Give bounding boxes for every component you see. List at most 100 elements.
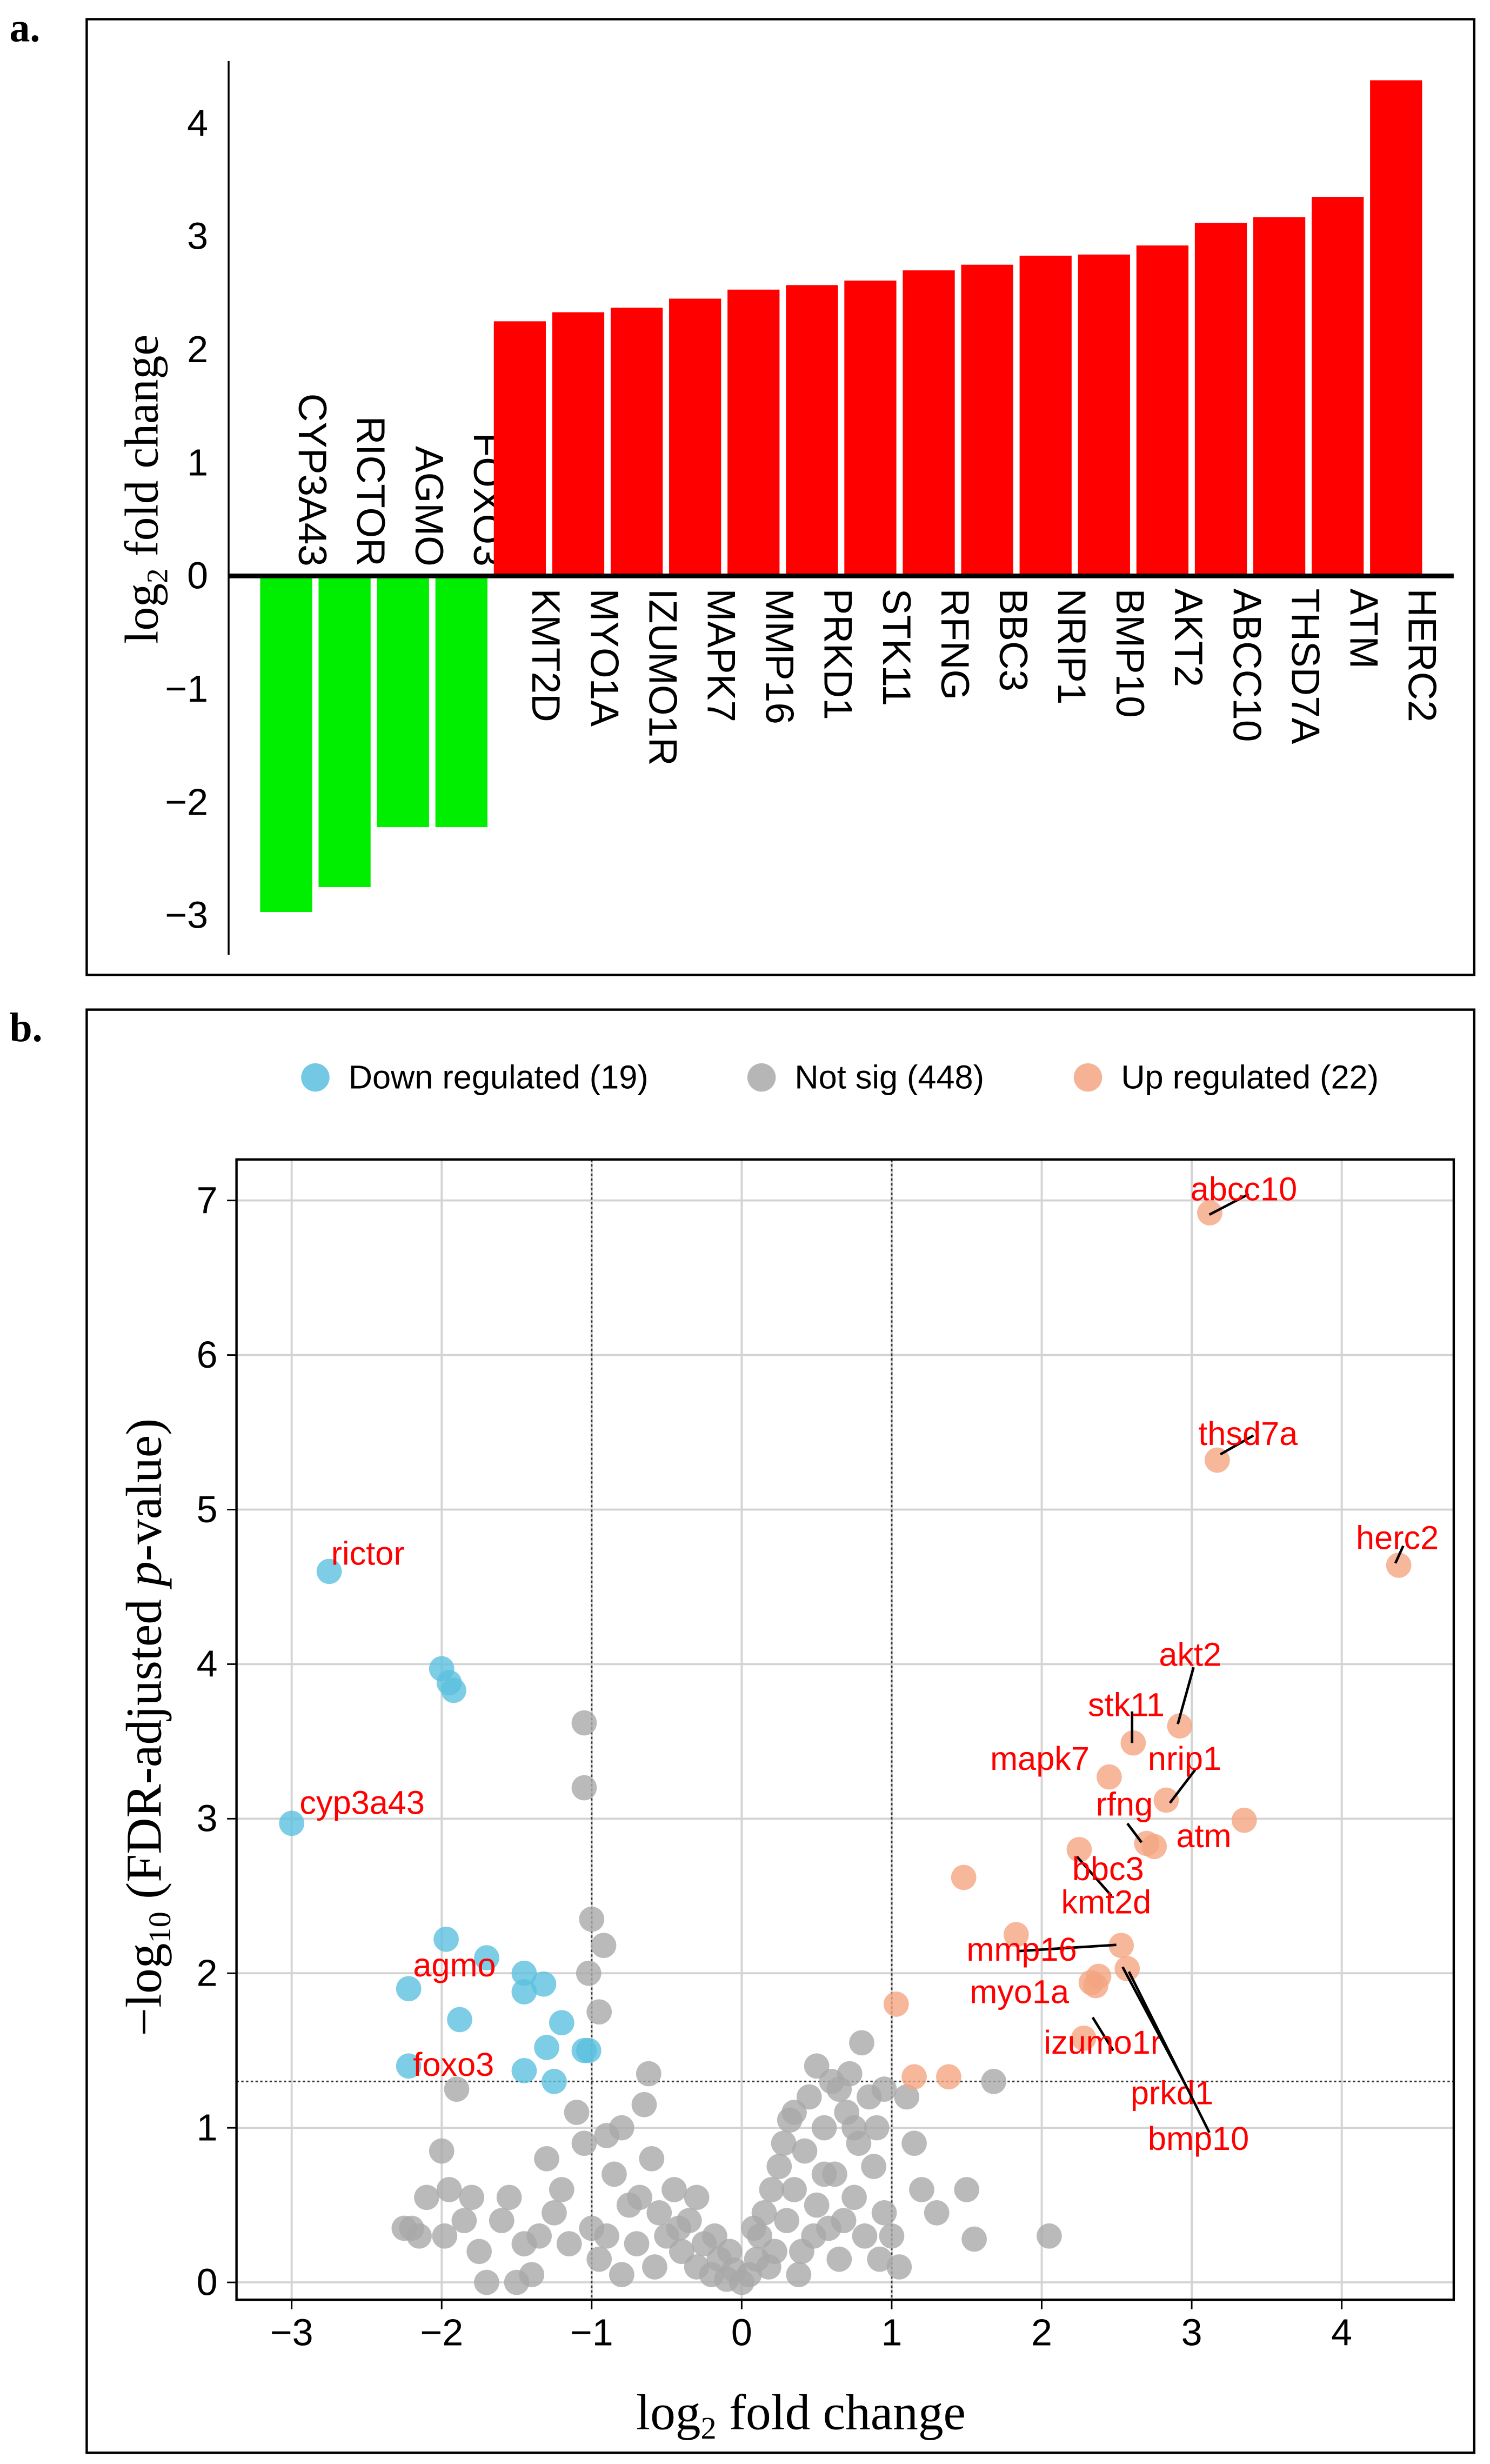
point-not-sig [717, 2239, 743, 2265]
ylabel-post: -value) [117, 1419, 172, 1561]
y-tick-label: 0 [187, 555, 208, 597]
point-up-regulated [951, 1864, 977, 1890]
point-not-sig [466, 2239, 492, 2265]
point-not-sig [811, 2115, 837, 2141]
gene-label-prkd1: prkd1 [1131, 2074, 1213, 2111]
point-up-regulated [1108, 1933, 1134, 1959]
point-not-sig [586, 2246, 612, 2272]
gene-label-mapk7: mapk7 [990, 1740, 1090, 1777]
x-tick-label: 2 [1031, 2312, 1052, 2354]
point-not-sig [646, 2200, 672, 2226]
bar-abcc10 [1194, 223, 1247, 576]
point-not-sig [459, 2185, 485, 2210]
point-not-sig [556, 2231, 582, 2256]
x-tick-label: −3 [270, 2312, 313, 2354]
point-down-regulated [549, 2010, 574, 2036]
y-tick-label: 2 [197, 1952, 218, 1994]
point-not-sig [871, 2200, 897, 2226]
label-leader-line [1126, 1822, 1143, 1843]
label-leader-line [1219, 1434, 1254, 1456]
point-down-regulated [396, 2053, 422, 2079]
category-label: IZUMO1R [640, 589, 684, 766]
point-not-sig [924, 2200, 950, 2226]
point-not-sig [666, 2215, 692, 2241]
point-down-regulated [447, 2007, 472, 2033]
point-not-sig [864, 2115, 890, 2141]
point-not-sig [586, 1999, 612, 2025]
bar-mapk7 [669, 298, 721, 576]
category-label: ATM [1342, 589, 1386, 669]
y-tick-label: −3 [165, 894, 208, 936]
point-not-sig [662, 2177, 687, 2202]
legend-marker [1073, 1063, 1103, 1092]
category-label: MAPK7 [699, 589, 743, 722]
point-down-regulated [279, 1810, 305, 1836]
gene-label-thsd7a: thsd7a [1198, 1415, 1298, 1452]
category-label: NRIP1 [1050, 589, 1093, 705]
point-not-sig [436, 2177, 462, 2202]
point-not-sig [429, 2138, 455, 2164]
point-not-sig [549, 2177, 574, 2202]
label-leader-line [1168, 1769, 1197, 1804]
bar-stk11 [844, 280, 897, 576]
legend-marker [301, 1063, 330, 1092]
label-leader-line [1075, 1855, 1113, 1897]
point-down-regulated [531, 1971, 557, 1997]
point-not-sig [504, 2269, 530, 2295]
panel-a-frame [85, 18, 1476, 976]
gene-label-bmp10: bmp10 [1148, 2120, 1249, 2157]
point-down-regulated [316, 1559, 342, 1584]
point-not-sig [631, 2092, 657, 2117]
category-label: ABCC10 [1225, 589, 1268, 742]
bar-akt2 [1136, 245, 1189, 576]
point-up-regulated [1141, 1834, 1167, 1860]
gene-label-akt2: akt2 [1159, 1636, 1221, 1673]
y-tick-label: 4 [187, 102, 208, 144]
ylabel-sub: 10 [142, 1912, 177, 1943]
gene-label-mmp16: mmp16 [966, 1931, 1077, 1968]
point-not-sig [534, 2146, 559, 2172]
point-down-regulated [511, 1960, 537, 1986]
point-not-sig [961, 2226, 987, 2252]
point-not-sig [639, 2146, 665, 2172]
point-not-sig [702, 2223, 727, 2249]
gene-label-cyp3a43: cyp3a43 [299, 1784, 425, 1821]
point-down-regulated [534, 2035, 559, 2060]
point-not-sig [786, 2262, 812, 2288]
bar-bbc3 [961, 264, 1013, 576]
gene-label-herc2: herc2 [1356, 1519, 1439, 1556]
ylabel-italic: p [117, 1561, 172, 1590]
ylabel-sub: 2 [141, 568, 173, 583]
label-leader-line [1394, 1545, 1405, 1564]
y-tick-label: 1 [187, 441, 208, 483]
y-tick-label: 7 [197, 1179, 218, 1221]
point-not-sig [642, 2254, 667, 2280]
point-down-regulated [433, 1926, 459, 1952]
point-not-sig [526, 2223, 552, 2249]
xlabel-rest: fold change [717, 2385, 966, 2440]
gene-label-rfng: rfng [1096, 1786, 1153, 1822]
point-up-regulated [1153, 1787, 1179, 1813]
gene-label-abcc10: abcc10 [1191, 1171, 1298, 1208]
gene-label-stk11: stk11 [1088, 1687, 1165, 1723]
legend-label: Up regulated (22) [1121, 1059, 1379, 1096]
xlabel-sub: 2 [700, 2410, 716, 2446]
gene-label-nrip1: nrip1 [1148, 1740, 1221, 1777]
bar-izumo1r [610, 308, 663, 576]
legend-label: Down regulated (19) [349, 1059, 649, 1096]
label-leader-line [1177, 1667, 1195, 1724]
point-not-sig [542, 2200, 567, 2226]
label-leader-line [1091, 2016, 1114, 2052]
bar-atm [1312, 197, 1364, 576]
point-not-sig [901, 2130, 927, 2156]
bar-rfng [903, 270, 955, 576]
legend-label: Not sig (448) [794, 1059, 984, 1096]
point-not-sig [571, 1775, 597, 1801]
gene-label-kmt2d: kmt2d [1061, 1883, 1151, 1920]
panel-b-frame [85, 1008, 1476, 2454]
point-not-sig [636, 2061, 662, 2087]
point-up-regulated [1097, 1764, 1122, 1790]
bar-y-axis-title: log2 fold change [116, 335, 174, 644]
xlabel-main: log [636, 2385, 700, 2440]
